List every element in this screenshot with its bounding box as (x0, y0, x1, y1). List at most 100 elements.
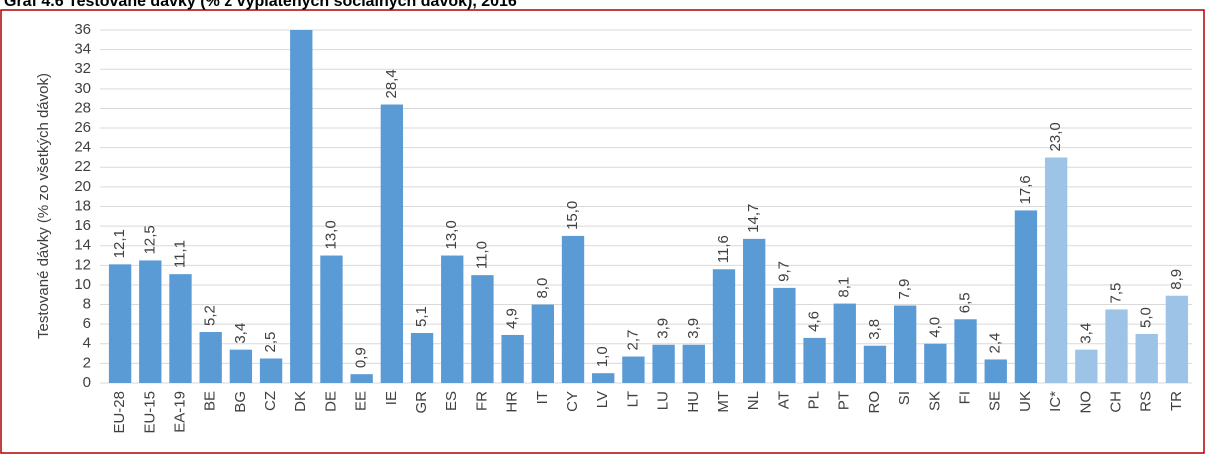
y-tick-label: 22 (74, 158, 91, 175)
bar (592, 373, 615, 383)
y-tick-label: 24 (74, 139, 91, 156)
value-label: 7,5 (1107, 283, 1124, 304)
y-tick-label: 30 (74, 80, 91, 97)
bar (501, 334, 524, 383)
y-tick-label: 6 (83, 315, 91, 332)
bar (199, 332, 222, 383)
value-label: 9,7 (775, 261, 792, 282)
value-label: 8,0 (534, 278, 551, 299)
y-tick-label: 28 (74, 99, 91, 116)
value-label: 11,0 (473, 241, 490, 269)
bar (471, 275, 494, 383)
x-tick-label: PL (806, 391, 823, 409)
x-tick-label: HR (504, 391, 521, 413)
bar (441, 255, 464, 383)
y-tick-label: 8 (83, 296, 91, 313)
bar (1135, 333, 1158, 383)
x-tick-label: EA-19 (171, 391, 188, 433)
value-label: 0,9 (353, 347, 370, 368)
value-label: 5,0 (1138, 307, 1155, 328)
bar (350, 374, 373, 383)
value-label: 13,0 (443, 220, 460, 249)
value-label: 7,9 (896, 279, 913, 300)
x-tick-label: AT (775, 391, 792, 409)
x-tick-label: PT (836, 391, 853, 410)
x-tick-label: IT (534, 391, 551, 404)
x-tick-label: EE (353, 391, 370, 411)
y-tick-label: 2 (83, 354, 91, 371)
x-tick-label: CY (564, 391, 581, 412)
bar (1014, 210, 1038, 383)
bar (320, 255, 343, 383)
value-label: 8,1 (836, 277, 853, 298)
y-tick-label: 20 (74, 178, 91, 195)
value-label: 6,5 (957, 292, 974, 313)
bar (139, 260, 162, 383)
x-tick-label: NO (1077, 391, 1094, 414)
x-tick-label: HU (685, 391, 702, 413)
value-label: 8,9 (1168, 269, 1185, 290)
bar (1075, 349, 1098, 383)
y-tick-label: 10 (74, 276, 91, 293)
bar (561, 235, 585, 383)
value-label: 5,2 (202, 305, 219, 326)
x-tick-label: LT (624, 391, 641, 407)
bar (682, 344, 705, 383)
bar (259, 358, 283, 383)
value-label: 11,6 (715, 235, 732, 263)
x-tick-label: RO (866, 391, 883, 414)
y-axis-label: Testované dávky (% zo všetkých dávok) (35, 73, 52, 339)
value-label: 12,5 (141, 225, 158, 254)
bar (108, 264, 132, 383)
y-tick-label: 36 (74, 21, 91, 38)
value-label: 2,4 (987, 333, 1004, 354)
value-label: 11,1 (171, 240, 188, 268)
bar (1165, 295, 1189, 383)
value-label: 3,4 (1077, 323, 1094, 344)
value-label: 28,4 (383, 69, 400, 98)
value-label: 14,7 (745, 204, 762, 233)
bar (773, 287, 796, 383)
value-label: 5,1 (413, 306, 430, 327)
y-tick-label: 26 (74, 119, 91, 136)
bar (984, 359, 1007, 383)
x-tick-label: SE (987, 391, 1004, 411)
bar (863, 345, 887, 383)
bar (229, 349, 253, 383)
x-tick-label: CH (1107, 391, 1124, 413)
bar (380, 104, 404, 384)
y-tick-label: 12 (74, 256, 91, 273)
value-label: 3,4 (232, 323, 249, 344)
bar (893, 305, 917, 383)
chart-title: Graf 4.6 Testované dávky (% z vyplatenýc… (4, 0, 517, 10)
x-tick-label: SK (926, 391, 943, 411)
value-label: 13,0 (322, 220, 339, 249)
bar (652, 344, 675, 383)
x-tick-label: LU (655, 391, 672, 410)
bar (290, 30, 313, 383)
x-tick-label: BE (202, 391, 219, 411)
bar (410, 332, 434, 383)
value-label: 3,9 (655, 318, 672, 339)
value-label: 1,0 (594, 346, 611, 367)
y-tick-label: 34 (74, 41, 91, 58)
value-label: 3,9 (685, 318, 702, 339)
y-tick-label: 14 (74, 237, 91, 254)
value-label: 15,0 (564, 201, 581, 230)
x-tick-label: MT (715, 391, 732, 413)
x-tick-label: DK (292, 391, 309, 412)
x-tick-label: DE (322, 391, 339, 412)
bar (1044, 157, 1068, 383)
bar (924, 343, 947, 383)
x-tick-label: NL (745, 391, 762, 410)
x-tick-label: LV (594, 391, 611, 408)
x-tick-label: EU-28 (111, 391, 128, 434)
bar (169, 274, 192, 383)
x-tick-label: FI (957, 391, 974, 404)
bar (1105, 309, 1128, 383)
bar (954, 319, 977, 383)
y-tick-label: 16 (74, 217, 91, 234)
bar (743, 238, 766, 383)
x-tick-label: FR (473, 391, 490, 411)
x-tick-label: ES (443, 391, 460, 411)
